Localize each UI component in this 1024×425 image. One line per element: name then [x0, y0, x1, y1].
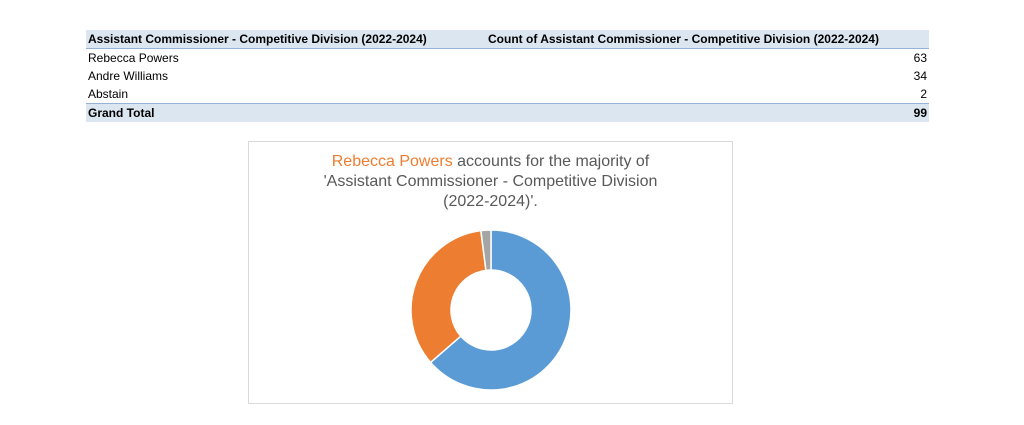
chart-title-line2: 'Assistant Commissioner - Competitive Di…: [323, 173, 658, 190]
chart-title-line1: Rebecca Powers accounts for the majority…: [249, 152, 732, 172]
header-label[interactable]: Assistant Commissioner - Competitive Div…: [86, 30, 488, 49]
table-row[interactable]: Andre Williams 34: [86, 67, 929, 85]
table-row[interactable]: Rebecca Powers 63: [86, 49, 929, 68]
grand-total-label: Grand Total: [86, 103, 488, 122]
chart-title: Rebecca Powers accounts for the majority…: [249, 152, 732, 212]
row-label: Abstain: [88, 87, 129, 101]
donut-slice-abstain[interactable]: [480, 229, 492, 272]
row-count: 63: [913, 51, 927, 65]
grand-total-count: 99: [488, 103, 929, 122]
table-row[interactable]: Abstain 2: [86, 85, 929, 104]
chart-title-highlight: Rebecca Powers: [331, 153, 453, 170]
donut-slice-andre-williams[interactable]: [410, 229, 487, 364]
grand-total-row[interactable]: Grand Total 99: [86, 103, 929, 122]
row-count: 34: [913, 69, 927, 83]
pivot-header-row: Assistant Commissioner - Competitive Div…: [86, 30, 929, 49]
chart-title-line3: (2022-2024)'.: [443, 193, 538, 210]
donut-chart[interactable]: Rebecca Powers accounts for the majority…: [248, 141, 733, 404]
row-count: 2: [920, 87, 927, 101]
chart-title-rest: accounts for the majority of: [452, 153, 650, 170]
row-label: Rebecca Powers: [88, 51, 179, 65]
row-label: Andre Williams: [88, 69, 169, 83]
header-count[interactable]: Count of Assistant Commissioner - Compet…: [488, 30, 929, 49]
pivot-table: Assistant Commissioner - Competitive Div…: [86, 30, 929, 122]
donut-slice-rebecca-powers[interactable]: [429, 229, 572, 391]
donut-svg: [410, 229, 572, 391]
